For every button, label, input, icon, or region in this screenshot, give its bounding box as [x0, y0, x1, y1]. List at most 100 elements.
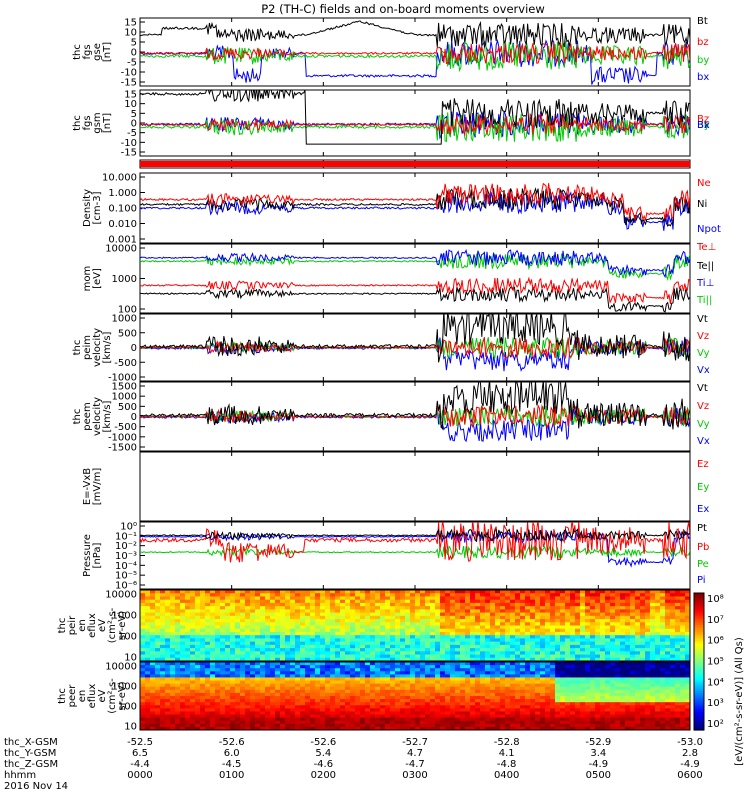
heatmap-cell	[405, 705, 411, 709]
heatmap-cell	[415, 648, 421, 652]
heatmap-cell	[370, 674, 376, 678]
heatmap-cell	[335, 593, 341, 597]
heatmap-cell	[230, 699, 236, 703]
heatmap-cell	[340, 665, 346, 669]
heatmap-cell	[635, 677, 641, 682]
heatmap-cell	[415, 619, 421, 623]
heatmap-cell	[290, 631, 296, 636]
heatmap-cell	[305, 602, 311, 607]
heatmap-cell	[680, 596, 686, 601]
heatmap-cell	[315, 671, 321, 675]
heatmap-cell	[160, 683, 166, 688]
legend-Bx: Bx	[697, 120, 710, 131]
heatmap-cell	[545, 638, 551, 643]
heatmap-cell	[305, 609, 311, 614]
heatmap-cell	[225, 665, 231, 669]
heatmap-cell	[355, 635, 361, 639]
heatmap-cell	[490, 723, 496, 728]
heatmap-cell	[400, 723, 406, 728]
heatmap-cell	[495, 699, 501, 703]
heatmap-cell	[600, 606, 606, 610]
heatmap-cell	[385, 686, 391, 691]
heatmap-cell	[165, 723, 171, 728]
heatmap-cell	[140, 628, 146, 633]
heatmap-cell	[175, 671, 181, 675]
heatmap-cell	[370, 622, 376, 626]
heatmap-cell	[435, 615, 441, 620]
heatmap-cell	[445, 705, 451, 709]
heatmap-cell	[440, 606, 446, 610]
heatmap-cell	[260, 644, 266, 649]
heatmap-cell	[600, 638, 606, 643]
heatmap-cell	[465, 638, 471, 643]
heatmap-cell	[600, 714, 606, 719]
heatmap-cell	[480, 689, 486, 694]
heatmap-cell	[180, 705, 186, 709]
heatmap-cell	[535, 699, 541, 703]
heatmap-cell	[180, 717, 186, 722]
heatmap-cell	[340, 635, 346, 639]
heatmap-cell	[345, 644, 351, 649]
heatmap-cell	[220, 625, 226, 630]
series-Ne	[140, 182, 690, 221]
heatmap-cell	[540, 714, 546, 719]
heatmap-cell	[455, 726, 461, 731]
heatmap-cell	[425, 699, 431, 703]
heatmap-cell	[660, 628, 666, 633]
heatmap-cell	[425, 677, 431, 682]
heatmap-cell	[180, 625, 186, 630]
heatmap-cell	[260, 625, 266, 630]
heatmap-cell	[215, 680, 221, 685]
heatmap-cell	[395, 599, 401, 604]
heatmap-cell	[240, 635, 246, 639]
heatmap-cell	[415, 631, 421, 636]
heatmap-cell	[395, 628, 401, 633]
heatmap-cell	[175, 705, 181, 709]
heatmap-cell	[375, 696, 381, 700]
heatmap-cell	[520, 705, 526, 709]
heatmap-cell	[590, 619, 596, 623]
heatmap-cell	[530, 702, 536, 706]
heatmap-cell	[535, 654, 541, 659]
heatmap-cell	[425, 644, 431, 649]
heatmap-cell	[210, 596, 216, 601]
heatmap-cell	[535, 689, 541, 694]
heatmap-cell	[375, 606, 381, 610]
heatmap-cell	[180, 714, 186, 719]
heatmap-cell	[590, 671, 596, 675]
heatmap-cell	[225, 622, 231, 626]
heatmap-cell	[170, 609, 176, 614]
heatmap-cell	[375, 593, 381, 597]
heatmap-cell	[550, 657, 556, 662]
heatmap-cell	[590, 631, 596, 636]
heatmap-cell	[195, 590, 201, 594]
heatmap-cell	[590, 699, 596, 703]
heatmap-cell	[605, 596, 611, 601]
heatmap-cell	[350, 602, 356, 607]
heatmap-cell	[245, 708, 251, 712]
heatmap-cell	[525, 641, 531, 646]
legend-Vt: Vt	[697, 314, 708, 325]
heatmap-cell	[240, 609, 246, 614]
heatmap-cell	[580, 668, 586, 672]
heatmap-cell	[430, 662, 436, 666]
heatmap-cell	[500, 644, 506, 649]
heatmap-cell	[480, 625, 486, 630]
heatmap-cell	[140, 686, 146, 691]
heatmap-cell	[220, 689, 226, 694]
heatmap-cell	[215, 662, 221, 666]
heatmap-cell	[215, 635, 221, 639]
heatmap-cell	[550, 680, 556, 685]
heatmap-cell	[535, 717, 541, 722]
heatmap-cell	[205, 708, 211, 712]
heatmap-cell	[270, 671, 276, 675]
heatmap-cell	[565, 612, 571, 617]
heatmap-cell	[410, 644, 416, 649]
heatmap-cell	[640, 619, 646, 623]
heatmap-cell	[385, 696, 391, 700]
heatmap-cell	[380, 677, 386, 682]
heatmap-cell	[600, 668, 606, 672]
heatmap-cell	[285, 671, 291, 675]
heatmap-cell	[275, 596, 281, 601]
heatmap-cell	[165, 609, 171, 614]
